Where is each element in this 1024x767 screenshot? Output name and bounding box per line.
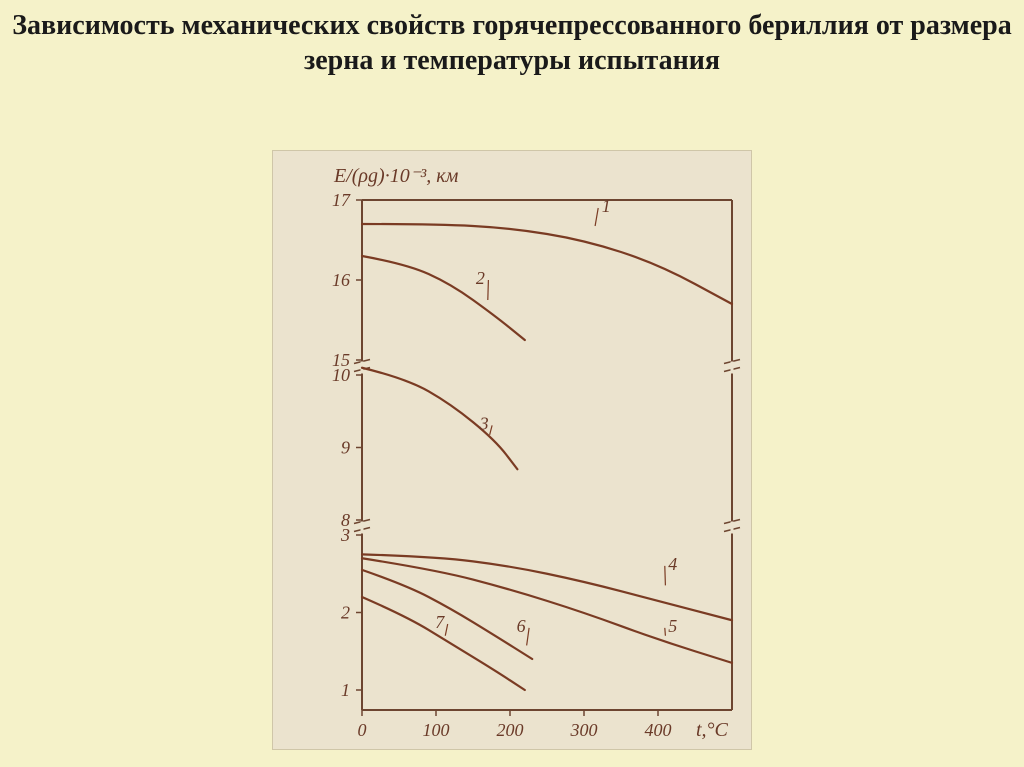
curve-label-2: 2 <box>476 268 485 288</box>
curve-leader-4 <box>665 566 666 586</box>
x-tick-label: 200 <box>497 720 524 740</box>
curve-2 <box>362 256 525 340</box>
curve-leader-5 <box>665 628 666 636</box>
page-title: Зависимость механических свойств горячеп… <box>0 8 1024 78</box>
curve-label-7: 7 <box>435 612 445 632</box>
y-tick-label: 9 <box>341 438 350 458</box>
y-tick-label: 10 <box>332 365 350 385</box>
curve-leader-3 <box>490 425 492 434</box>
y-axis-label: E/(ρg)·10⁻³, км <box>333 165 459 187</box>
x-axis-label: t,°С <box>696 719 729 741</box>
curve-label-6: 6 <box>517 616 526 636</box>
x-tick-label: 300 <box>570 720 598 740</box>
curve-leader-7 <box>445 624 447 636</box>
curve-label-5: 5 <box>668 616 677 636</box>
x-tick-label: 400 <box>645 720 672 740</box>
curve-leader-6 <box>527 628 529 646</box>
curve-3 <box>362 368 517 470</box>
curve-leader-1 <box>595 208 598 226</box>
curve-label-1: 1 <box>602 196 611 216</box>
y-tick-label: 1 <box>341 680 350 700</box>
y-tick-label: 16 <box>332 270 350 290</box>
chart-svg: 17161510983210100200300400E/(ρg)·10⁻³, к… <box>272 150 752 750</box>
curve-label-3: 3 <box>479 413 489 433</box>
curve-7 <box>362 597 525 690</box>
curve-label-4: 4 <box>668 554 677 574</box>
curve-6 <box>362 570 532 659</box>
x-tick-label: 0 <box>358 720 367 740</box>
y-tick-label: 17 <box>332 190 351 210</box>
chart-panel: 17161510983210100200300400E/(ρg)·10⁻³, к… <box>272 150 752 750</box>
x-tick-label: 100 <box>423 720 450 740</box>
y-tick-label: 2 <box>341 603 350 623</box>
curve-leader-2 <box>488 280 489 300</box>
y-tick-label: 3 <box>340 525 350 545</box>
curve-1 <box>362 224 732 304</box>
